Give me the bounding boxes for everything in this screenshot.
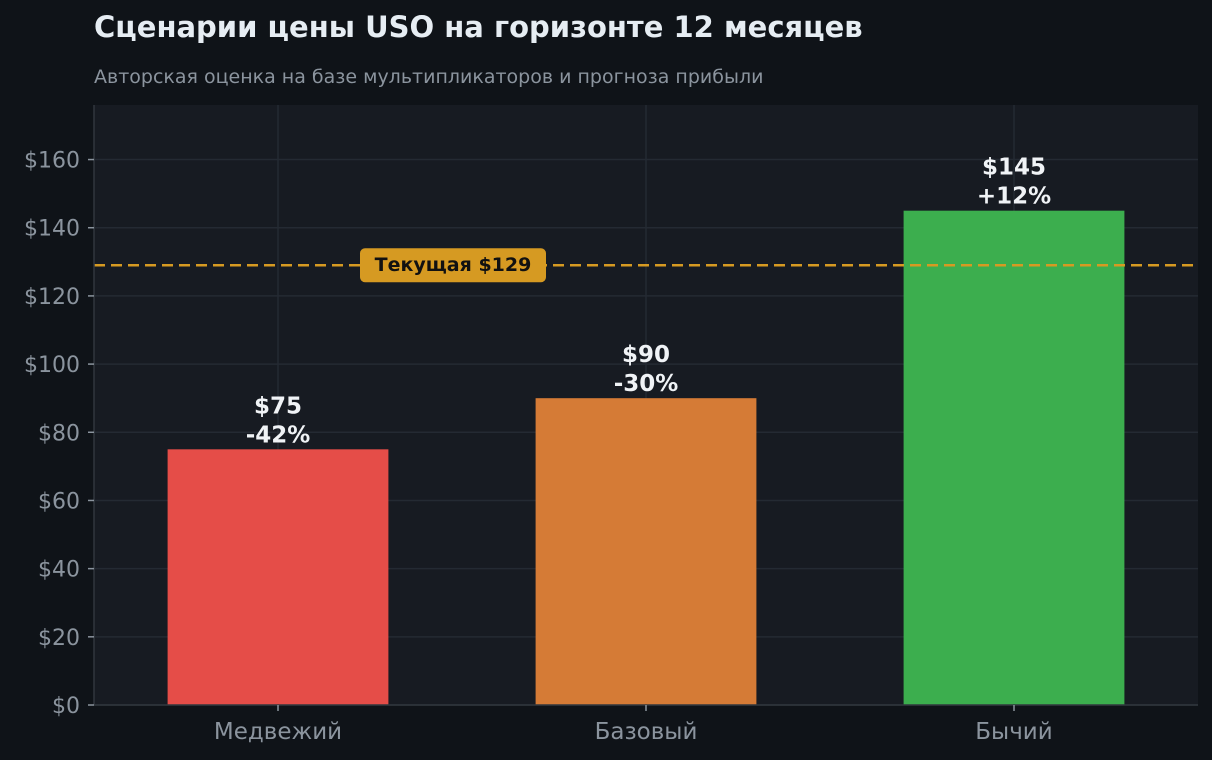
bar-value-label: $145 <box>982 155 1046 181</box>
reference-line-group: Текущая $129 <box>94 248 1198 283</box>
y-tick-label: $160 <box>24 149 80 174</box>
y-tick-label: $60 <box>38 489 80 514</box>
bar <box>535 398 757 705</box>
bar-change-label: -30% <box>614 371 679 397</box>
labels-group: $75 -42% Медвежий $90 -30% Базовый $145 +12% Быч… <box>24 149 1053 745</box>
bars-group <box>167 210 1125 705</box>
y-tick-label: $100 <box>24 353 80 378</box>
chart-title: Сценарии цены USO на горизонте 12 месяце… <box>94 10 863 44</box>
y-tick-label: $20 <box>38 626 80 651</box>
bar-value-label: $90 <box>622 342 670 368</box>
current-price-label: Текущая $129 <box>375 254 532 276</box>
y-tick-label: $120 <box>24 285 80 310</box>
x-tick-label: Медвежий <box>214 719 342 745</box>
y-tick-label: $140 <box>24 217 80 242</box>
y-tick-label: $0 <box>52 694 80 719</box>
chart-subtitle: Авторская оценка на базе мультипликаторо… <box>94 66 764 88</box>
bar-value-label: $75 <box>254 393 302 419</box>
y-tick-label: $40 <box>38 558 80 583</box>
bar-change-label: +12% <box>977 184 1051 210</box>
bar <box>167 449 389 705</box>
x-tick-label: Бычий <box>975 719 1052 745</box>
bar-change-label: -42% <box>246 422 311 448</box>
current-price-badge <box>360 248 546 283</box>
axes-group <box>88 105 1198 711</box>
y-tick-label: $80 <box>38 421 80 446</box>
bar <box>903 210 1125 705</box>
x-tick-label: Базовый <box>595 719 698 745</box>
